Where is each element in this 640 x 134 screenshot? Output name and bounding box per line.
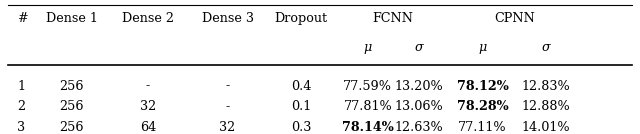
Text: 256: 256 — [60, 100, 84, 113]
Text: 77.11%: 77.11% — [458, 121, 507, 134]
Text: 12.83%: 12.83% — [522, 80, 571, 93]
Text: -: - — [225, 80, 230, 93]
Text: 64: 64 — [140, 121, 156, 134]
Text: 14.01%: 14.01% — [522, 121, 570, 134]
Text: 2: 2 — [17, 100, 26, 113]
Text: σ: σ — [542, 41, 550, 54]
Text: 13.06%: 13.06% — [394, 100, 443, 113]
Text: σ: σ — [414, 41, 423, 54]
Text: 3: 3 — [17, 121, 26, 134]
Text: 78.12%: 78.12% — [456, 80, 508, 93]
Text: Dense 2: Dense 2 — [122, 12, 174, 25]
Text: 12.88%: 12.88% — [522, 100, 571, 113]
Text: #: # — [17, 12, 28, 25]
Text: 0.3: 0.3 — [291, 121, 311, 134]
Text: FCNN: FCNN — [372, 12, 414, 25]
Text: 78.14%: 78.14% — [342, 121, 394, 134]
Text: Dropout: Dropout — [275, 12, 328, 25]
Text: -: - — [225, 100, 230, 113]
Text: μ: μ — [478, 41, 486, 54]
Text: 0.4: 0.4 — [291, 80, 311, 93]
Text: -: - — [146, 80, 150, 93]
Text: μ: μ — [364, 41, 372, 54]
Text: 32: 32 — [140, 100, 156, 113]
Text: 12.63%: 12.63% — [394, 121, 443, 134]
Text: 13.20%: 13.20% — [394, 80, 443, 93]
Text: 77.59%: 77.59% — [343, 80, 392, 93]
Text: Dense 1: Dense 1 — [45, 12, 97, 25]
Text: 0.1: 0.1 — [291, 100, 311, 113]
Text: CPNN: CPNN — [494, 12, 535, 25]
Text: 256: 256 — [60, 80, 84, 93]
Text: 256: 256 — [60, 121, 84, 134]
Text: 32: 32 — [220, 121, 236, 134]
Text: 77.81%: 77.81% — [344, 100, 392, 113]
Text: 78.28%: 78.28% — [457, 100, 508, 113]
Text: 1: 1 — [17, 80, 26, 93]
Text: Dense 3: Dense 3 — [202, 12, 253, 25]
